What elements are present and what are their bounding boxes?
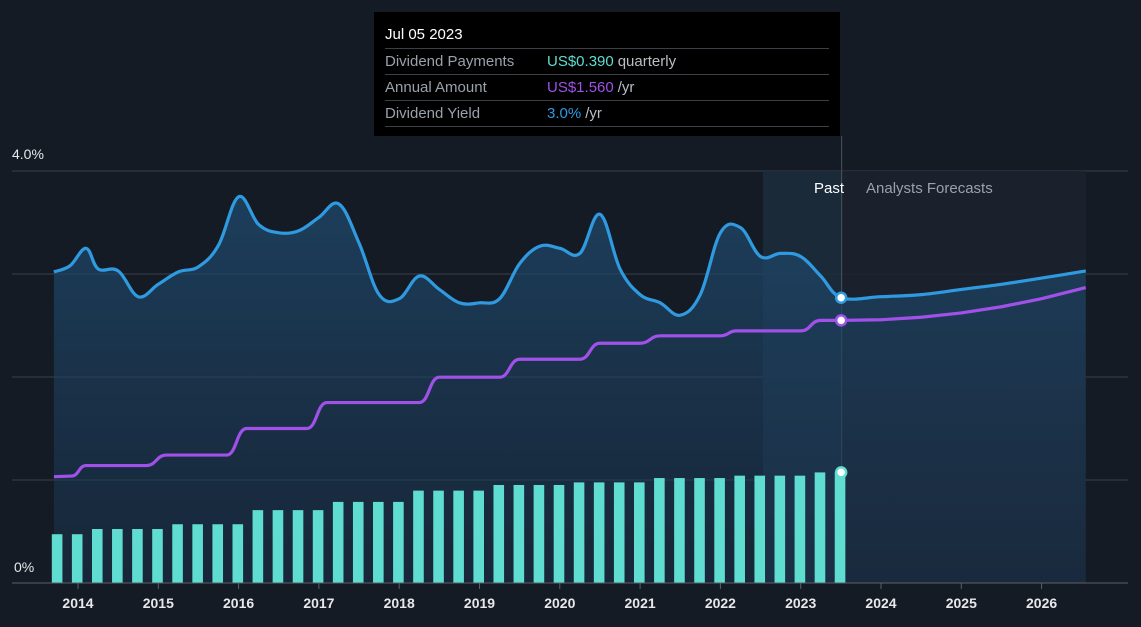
annual-amount-marker: [834, 314, 848, 327]
x-tick-label: 2025: [946, 595, 977, 611]
yield-marker: [834, 291, 848, 304]
x-tick-label: 2018: [384, 595, 415, 611]
series-lines: [53, 195, 1087, 479]
annual-amount-line: [53, 286, 1087, 479]
dividend-bar: [152, 529, 163, 583]
tooltip-series-unit: /yr: [617, 79, 635, 96]
tooltip-series-unit: quarterly: [617, 53, 677, 70]
dividend-bar: [834, 472, 846, 583]
dividend-bar: [754, 475, 766, 583]
dividend-bar: [714, 478, 725, 583]
tooltip-row-dividend-yield: Dividend Yield 3.0% /yr: [385, 100, 829, 127]
dividend-bar: [674, 478, 685, 583]
dividend-bar: [553, 484, 565, 583]
dividend-bar: [192, 524, 203, 583]
dividend-bar: [112, 529, 123, 583]
dividend-bar: [433, 490, 444, 583]
tooltip-series-name: Dividend Payments: [385, 53, 515, 70]
dividend-bar: [533, 484, 545, 583]
dividend-bar: [272, 510, 284, 583]
dividend-bar: [814, 472, 826, 583]
dividend-bar: [132, 529, 143, 583]
dividend-bar: [352, 501, 364, 583]
dividend-bar: [71, 534, 83, 583]
dividend-bar: [373, 501, 384, 583]
dividend-bar: [794, 475, 806, 583]
x-tick-label: 2020: [544, 595, 575, 611]
y-tick-label-bottom: 0%: [14, 559, 34, 575]
yield-area-fill: [53, 196, 1086, 584]
dividend-bar: [613, 482, 625, 583]
dividend-bar: [654, 478, 665, 583]
dividend-bar: [91, 529, 103, 583]
tooltip-series-unit: /yr: [585, 105, 602, 122]
dividend-bar: [393, 501, 404, 583]
dividend-bar: [633, 482, 645, 583]
dividend-bar: [473, 490, 484, 583]
x-tick-label: 2017: [303, 595, 334, 611]
x-tick-label: 2014: [62, 595, 93, 611]
tooltip-row-annual-amount: Annual Amount US$1.560 /yr: [385, 74, 829, 100]
yield-area: [53, 196, 1086, 584]
dividend-bar: [734, 475, 745, 583]
tooltip-series-value: US$0.390: [547, 53, 614, 70]
x-axis: 2014 2015 2016 2017 2018 2019 2020 2021 2022 2023…: [12, 582, 1128, 611]
x-tick-label: 2022: [705, 595, 736, 611]
dividend-bar: [252, 510, 264, 583]
dividend-payment-bars: [51, 472, 846, 583]
payment-marker: [834, 466, 848, 479]
tooltip-series-name: Dividend Yield: [385, 105, 481, 122]
tooltip-date: Jul 05 2023: [385, 26, 463, 43]
x-tick-label: 2016: [223, 595, 254, 611]
dividend-bar: [593, 482, 605, 583]
dividend-bar: [453, 490, 464, 583]
tooltip-row-dividend-payments: Dividend Payments US$0.390 quarterly: [385, 48, 829, 74]
x-tick-label: 2019: [464, 595, 495, 611]
x-tick-label: 2024: [865, 595, 896, 611]
dividend-bar: [292, 510, 304, 583]
tooltip-series-value: 3.0%: [547, 105, 582, 122]
dividend-bar: [332, 501, 344, 583]
x-tick-label: 2023: [785, 595, 816, 611]
tooltip-series-name: Annual Amount: [385, 79, 487, 96]
dividend-bar: [513, 484, 525, 583]
past-label: Past: [814, 180, 845, 197]
hover-markers: [834, 291, 848, 479]
y-tick-label-top: 4.0%: [12, 146, 44, 162]
dividend-bar: [212, 524, 224, 583]
dividend-bar: [172, 524, 183, 583]
tooltip-series-value: US$1.560: [547, 79, 614, 96]
x-tick-label: 2021: [625, 595, 656, 611]
dividend-bar: [312, 510, 324, 583]
forecast-label: Analysts Forecasts: [866, 180, 993, 197]
dividend-bar: [51, 534, 63, 583]
dividend-bar: [694, 478, 705, 583]
x-tick-label: 2026: [1026, 595, 1057, 611]
dividend-bar: [413, 490, 424, 583]
x-tick-label: 2015: [143, 595, 174, 611]
dividend-bar: [774, 475, 786, 583]
hover-tooltip: Jul 05 2023 Dividend Payments US$0.390 q…: [374, 12, 840, 136]
dividend-bar: [573, 482, 585, 583]
dividend-bar: [232, 524, 244, 583]
dividend-bar: [493, 484, 505, 583]
dividend-yield-line: [53, 195, 1087, 317]
